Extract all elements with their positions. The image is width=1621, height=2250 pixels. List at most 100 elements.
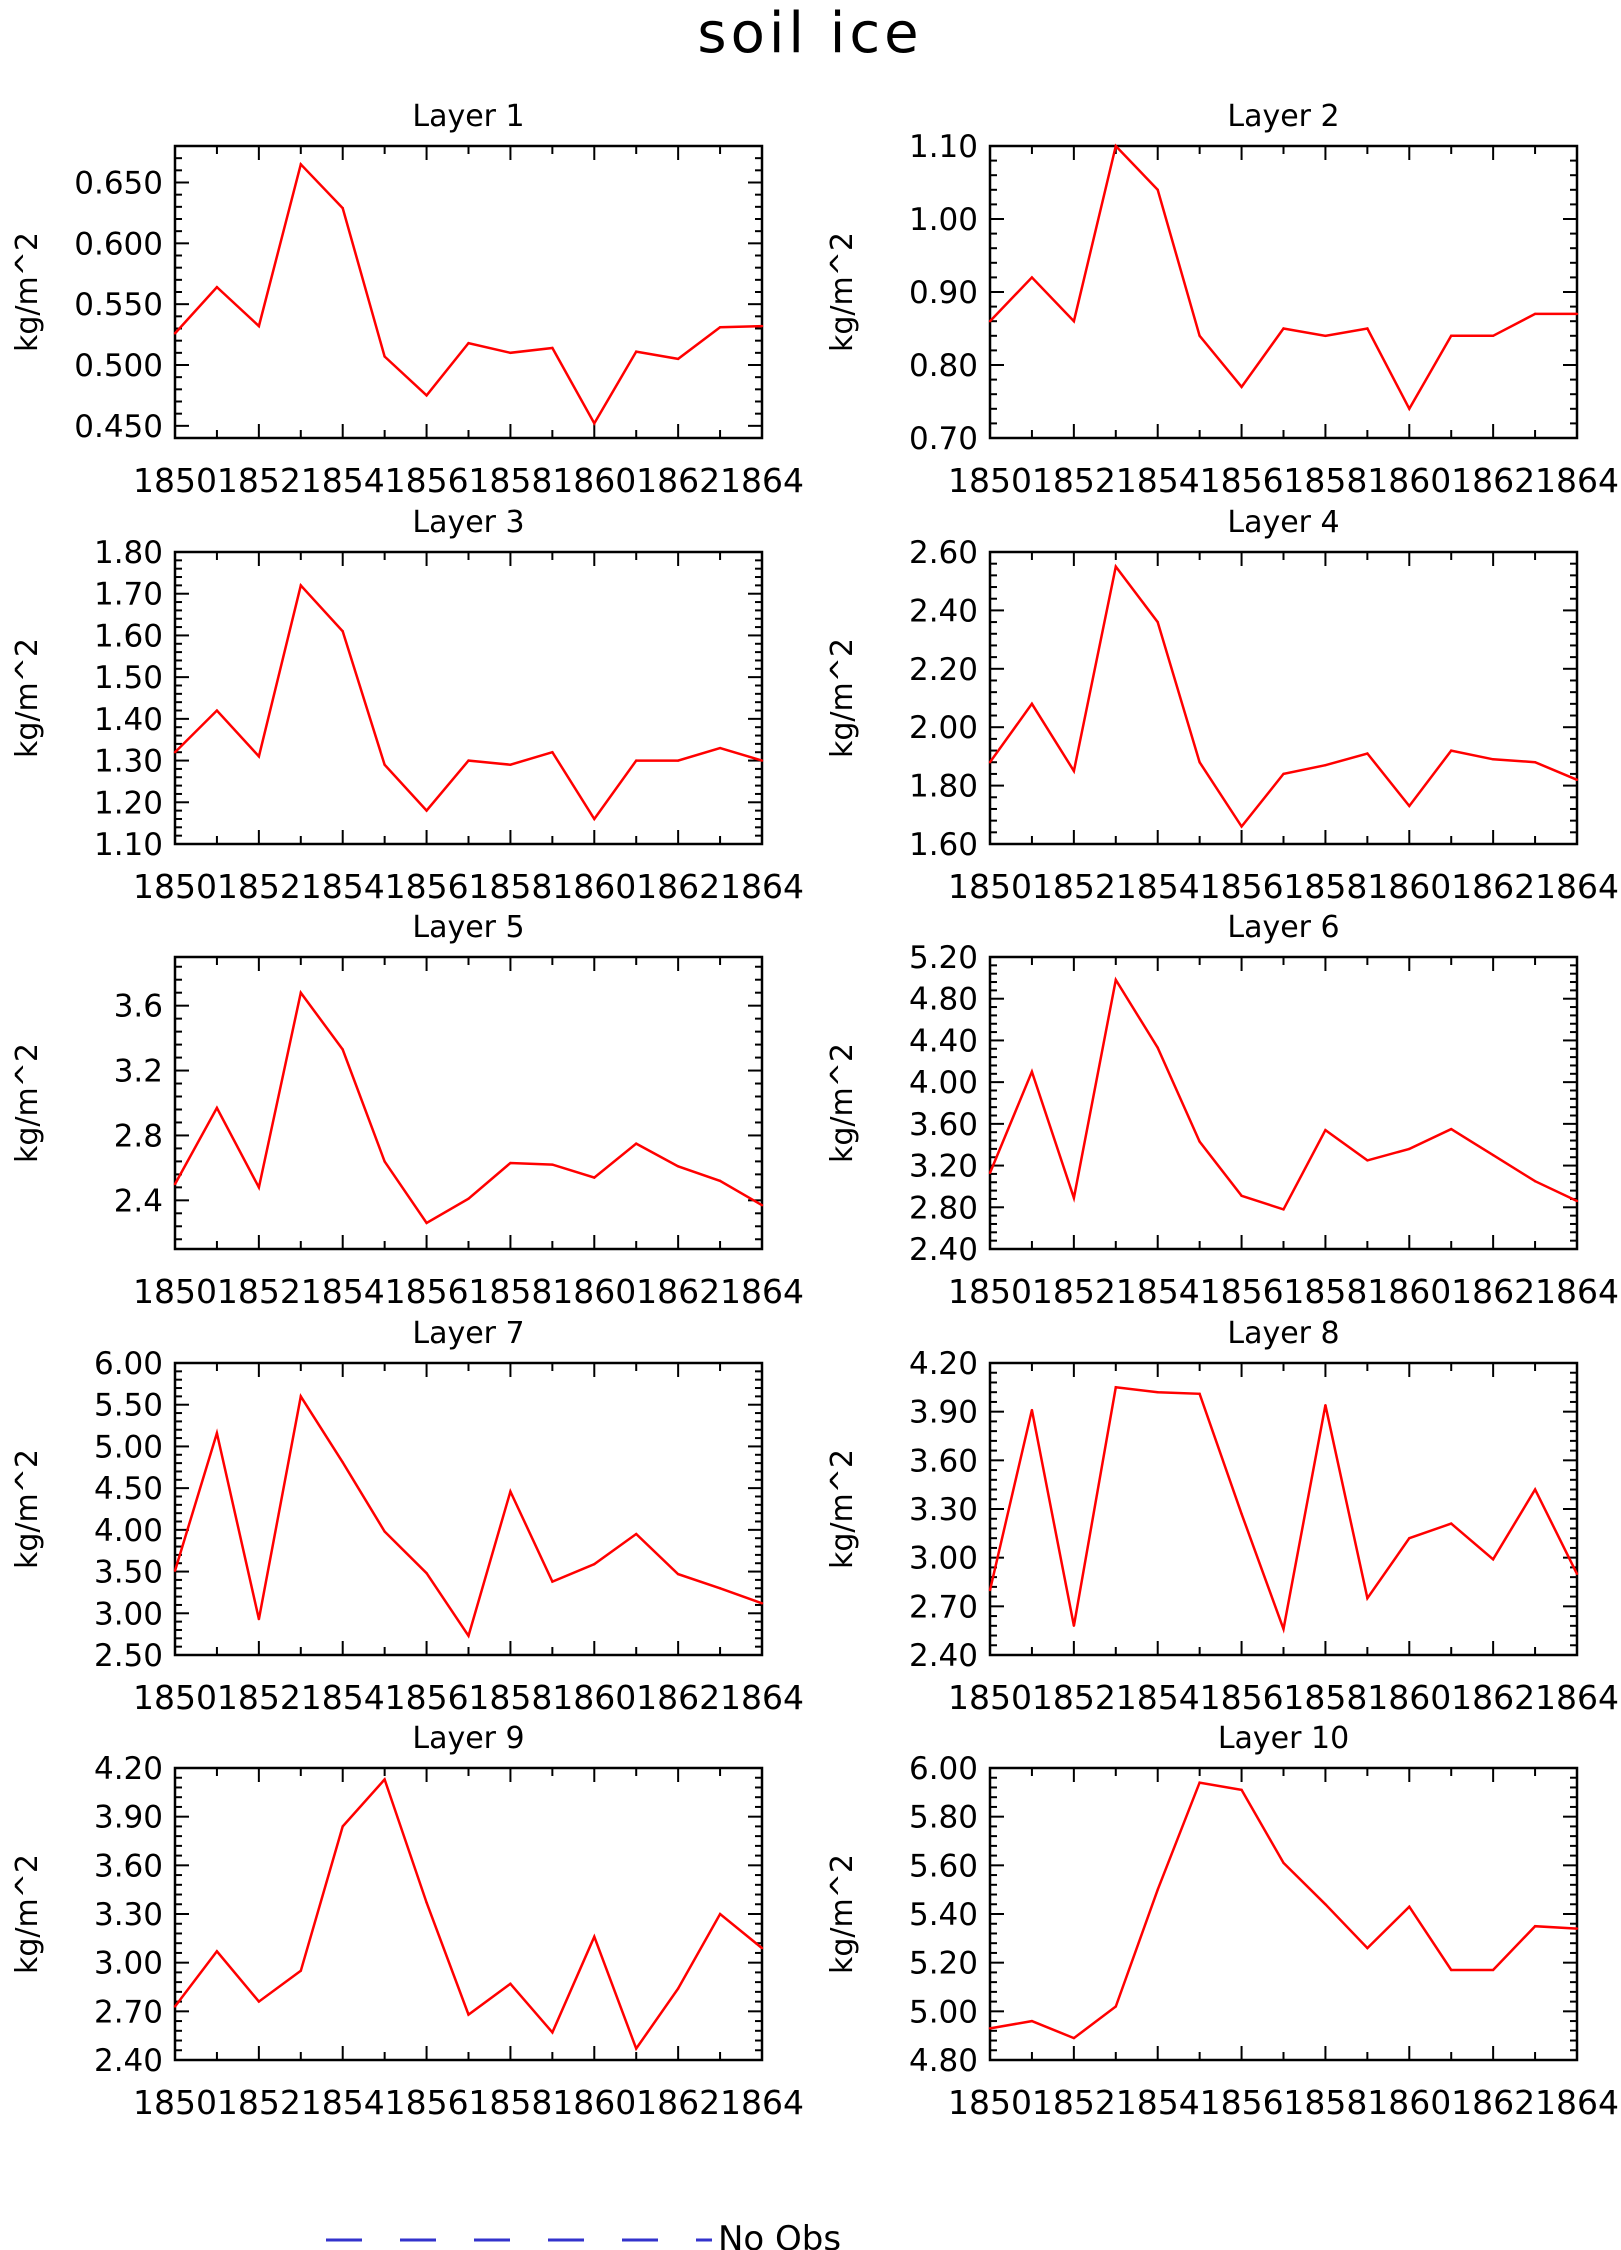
data-point xyxy=(173,2005,177,2008)
y-tick-label: 4.20 xyxy=(909,1346,978,1382)
x-tick-label: 1854 xyxy=(301,1678,385,1717)
x-tick-label: 1860 xyxy=(1367,1272,1451,1311)
data-point xyxy=(257,2000,261,2003)
y-tick-label: 0.550 xyxy=(74,287,163,323)
y-tick-label: 3.60 xyxy=(94,1848,163,1884)
data-point xyxy=(593,1562,596,1566)
data-point xyxy=(760,1946,764,1950)
data-point xyxy=(1366,1597,1369,1600)
y-tick-label: 2.8 xyxy=(114,1118,163,1154)
data-point xyxy=(1030,2019,1034,2023)
y-axis-label: kg/m^2 xyxy=(10,1043,45,1163)
data-point xyxy=(760,324,764,328)
data-point xyxy=(425,1221,428,1225)
x-tick-label: 1860 xyxy=(552,461,636,500)
y-tick-label: 3.30 xyxy=(909,1492,978,1528)
plot-frame xyxy=(173,144,764,440)
x-tick-label: 1862 xyxy=(1451,2083,1535,2122)
data-point xyxy=(509,763,512,766)
y-tick-label: 2.00 xyxy=(909,710,978,746)
data-point xyxy=(383,1778,386,1781)
series-line xyxy=(173,1393,763,1639)
data-point xyxy=(299,991,302,994)
data-point xyxy=(1491,1153,1495,1157)
y-tick-label: 3.60 xyxy=(909,1443,978,1479)
x-tick-label: 1854 xyxy=(1116,1678,1200,1717)
data-point xyxy=(676,1165,680,1168)
y-tick-label: 5.20 xyxy=(909,940,978,976)
data-point xyxy=(509,1490,512,1493)
x-tick-label: 1856 xyxy=(385,1678,469,1717)
data-point xyxy=(1114,1386,1117,1389)
y-tick-label: 2.40 xyxy=(909,1638,978,1674)
y-tick-label: 0.450 xyxy=(74,409,163,445)
data-point xyxy=(215,1431,219,1435)
y-tick-label: 1.60 xyxy=(909,827,978,863)
y-tick-label: 1.70 xyxy=(94,577,163,613)
x-tick-label: 1858 xyxy=(1283,2083,1367,2122)
y-tick-label: 0.600 xyxy=(74,226,163,262)
data-point xyxy=(551,751,554,754)
x-tick-label: 1852 xyxy=(217,2083,301,2122)
x-tick-label: 1850 xyxy=(133,461,217,500)
x-tick-label: 1850 xyxy=(133,2083,217,2122)
plot-frame xyxy=(988,1766,1579,2062)
panel-title: Layer 2 xyxy=(1227,99,1339,134)
data-point xyxy=(1575,312,1579,316)
data-point xyxy=(1366,752,1369,755)
data-point xyxy=(551,1163,554,1166)
series-line xyxy=(988,1385,1579,1634)
y-axis-label: kg/m^2 xyxy=(10,232,45,352)
data-point xyxy=(1030,276,1034,279)
y-tick-label: 2.70 xyxy=(909,1589,978,1625)
data-point xyxy=(551,1580,554,1583)
data-point xyxy=(1324,1403,1327,1407)
y-tick-label: 4.00 xyxy=(909,1065,978,1101)
x-tick-label: 1858 xyxy=(468,867,552,906)
plot-frame xyxy=(988,955,1579,1251)
x-tick-label: 1862 xyxy=(1451,1272,1535,1311)
data-point xyxy=(299,1395,302,1398)
y-tick-label: 4.40 xyxy=(909,1023,978,1059)
x-tick-label: 1862 xyxy=(636,1678,720,1717)
data-point xyxy=(1533,761,1537,764)
y-tick-label: 2.20 xyxy=(909,652,978,688)
x-tick-label: 1858 xyxy=(1283,1678,1367,1717)
data-point xyxy=(467,1197,470,1200)
data-point xyxy=(425,1572,428,1575)
panel-title: Layer 6 xyxy=(1227,910,1339,945)
data-point xyxy=(1533,1180,1537,1183)
data-point xyxy=(1491,1968,1495,1972)
x-tick-label: 1862 xyxy=(1451,461,1535,500)
y-tick-label: 3.6 xyxy=(114,989,163,1025)
y-tick-label: 5.40 xyxy=(909,1897,978,1933)
data-point xyxy=(1450,1968,1453,1972)
data-point xyxy=(988,320,992,323)
y-tick-label: 3.00 xyxy=(94,1946,163,1982)
data-point xyxy=(718,1587,722,1590)
y-tick-label: 5.50 xyxy=(94,1388,163,1424)
x-tick-label: 1864 xyxy=(1535,1272,1619,1311)
x-tick-label: 1864 xyxy=(720,2083,804,2122)
x-tick-label: 1850 xyxy=(948,867,1032,906)
data-point xyxy=(1282,327,1285,330)
x-tick-label: 1854 xyxy=(301,1272,385,1311)
panel-title: Layer 1 xyxy=(412,99,524,134)
data-point xyxy=(1408,1905,1411,1908)
data-point xyxy=(1324,334,1327,337)
y-tick-label: 2.80 xyxy=(909,1190,978,1226)
data-point xyxy=(760,1204,764,1207)
data-point xyxy=(635,350,638,353)
x-tick-label: 1860 xyxy=(552,2083,636,2122)
data-point xyxy=(1575,1199,1579,1203)
y-tick-label: 3.30 xyxy=(94,1897,163,1933)
data-point xyxy=(1324,1903,1327,1906)
y-tick-label: 2.40 xyxy=(909,593,978,629)
data-point xyxy=(215,1106,219,1110)
y-tick-label: 5.80 xyxy=(909,1800,978,1836)
data-point xyxy=(1366,1159,1369,1162)
y-tick-label: 1.10 xyxy=(94,827,163,863)
